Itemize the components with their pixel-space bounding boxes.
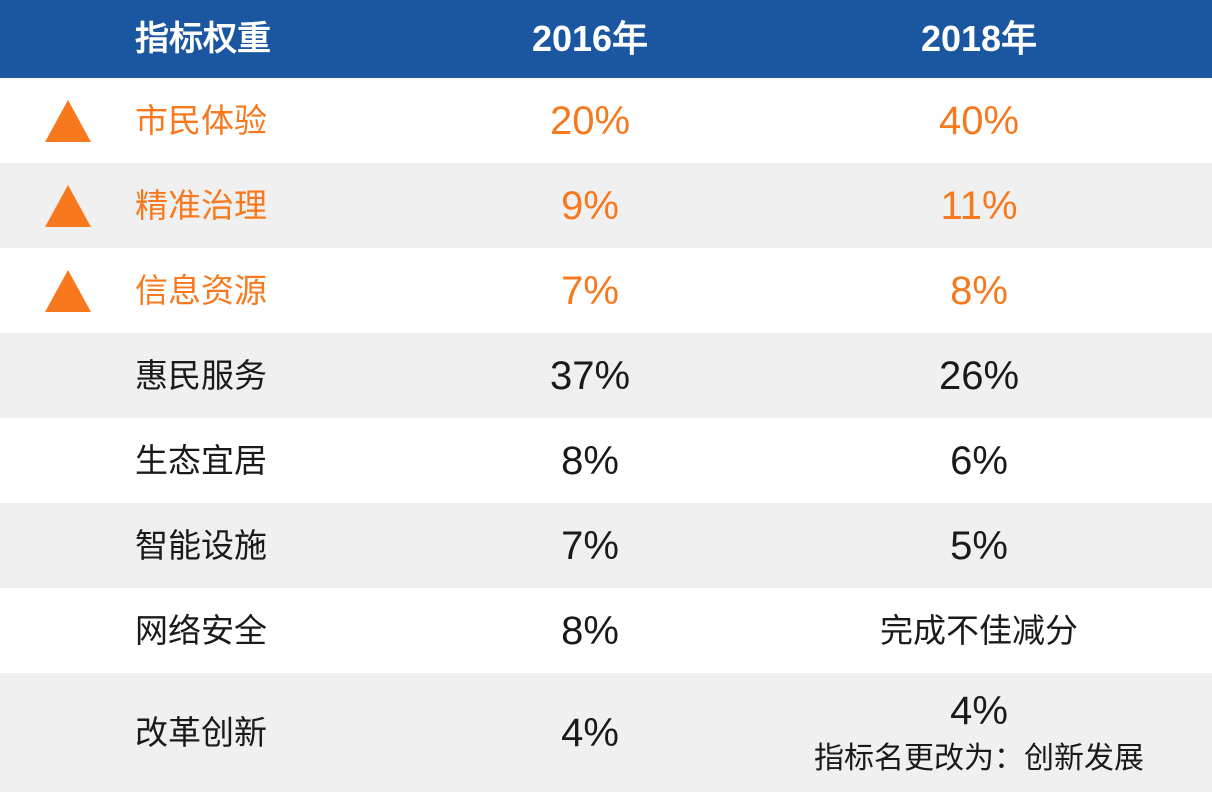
value-2018-cell: 11% <box>800 183 1158 229</box>
indicator-cell: 网络安全 <box>0 610 380 652</box>
value-2016: 8% <box>561 608 619 653</box>
triangle-gutter <box>0 355 135 397</box>
value-2018-cell: 40% <box>800 98 1158 144</box>
value-2018: 40% <box>938 98 1020 143</box>
value-2016: 4% <box>561 710 619 755</box>
indicator-label: 市民体验 <box>135 101 267 139</box>
value-2018-cell: 4% 指标名更改为：创新发展 <box>800 688 1158 777</box>
up-triangle-icon <box>44 184 91 227</box>
value-2018-cell: 6% <box>800 438 1158 484</box>
value-2018-cell: 完成不佳减分 <box>800 612 1158 650</box>
indicator-cell: 惠民服务 <box>0 355 380 397</box>
value-2018: 5% <box>950 523 1008 568</box>
value-2018: 6% <box>950 438 1008 483</box>
value-2016: 7% <box>561 268 619 313</box>
value-2018: 26% <box>938 353 1020 398</box>
table-row: 改革创新 4% 4% 指标名更改为：创新发展 <box>0 673 1212 792</box>
value-2016: 7% <box>561 523 619 568</box>
value-2018: 8% <box>950 268 1008 313</box>
table-title: 指标权重 <box>135 19 271 58</box>
up-triangle-icon <box>44 99 91 142</box>
triangle-gutter <box>0 610 135 652</box>
table-row: 惠民服务 37% 26% <box>0 333 1212 418</box>
value-2018: 4% <box>950 689 1008 734</box>
indicator-label: 惠民服务 <box>135 356 267 394</box>
indicator-label: 生态宜居 <box>135 441 267 479</box>
value-2016: 9% <box>561 183 619 228</box>
table-row: 信息资源 7% 8% <box>0 248 1212 333</box>
table-row: 智能设施 7% 5% <box>0 503 1212 588</box>
indicator-cell: 信息资源 <box>0 269 380 312</box>
table-body: 市民体验 20% 40% 精准治理 9% 11% 信息资源 7% 8 <box>0 78 1212 792</box>
value-2018-cell: 8% <box>800 268 1158 314</box>
indicator-label: 智能设施 <box>135 526 267 564</box>
indicator-cell: 市民体验 <box>0 99 380 142</box>
table-row: 市民体验 20% 40% <box>0 78 1212 163</box>
triangle-gutter <box>0 712 135 754</box>
value-2018-note: 指标名更改为：创新发展 <box>814 742 1144 776</box>
header-cell-indicator: 指标权重 <box>0 19 380 60</box>
triangle-gutter <box>0 184 135 227</box>
value-2018-cell: 5% <box>800 523 1158 569</box>
indicator-cell: 精准治理 <box>0 184 380 227</box>
triangle-gutter <box>0 269 135 312</box>
indicator-cell: 智能设施 <box>0 525 380 567</box>
table-row: 网络安全 8% 完成不佳减分 <box>0 588 1212 673</box>
value-2016: 8% <box>561 438 619 483</box>
value-2018: 完成不佳减分 <box>880 611 1078 649</box>
triangle-gutter <box>0 525 135 567</box>
value-2018-cell: 26% <box>800 353 1158 399</box>
triangle-gutter <box>0 99 135 142</box>
indicator-cell: 改革创新 <box>0 712 380 754</box>
table-header-row: 指标权重 2016年 2018年 <box>0 0 1212 78</box>
header-cell-2018: 2018年 <box>920 18 1038 60</box>
indicator-cell: 生态宜居 <box>0 440 380 482</box>
table-row: 生态宜居 8% 6% <box>0 418 1212 503</box>
indicator-label: 改革创新 <box>135 713 267 751</box>
value-2016: 20% <box>549 98 631 143</box>
table-row: 精准治理 9% 11% <box>0 163 1212 248</box>
indicator-label: 网络安全 <box>135 611 267 649</box>
header-cell-2016: 2016年 <box>531 18 649 60</box>
indicator-label: 信息资源 <box>135 271 267 309</box>
triangle-gutter <box>0 440 135 482</box>
value-2018: 11% <box>940 183 1018 228</box>
up-triangle-icon <box>44 269 91 312</box>
indicator-label: 精准治理 <box>135 186 267 224</box>
value-2016: 37% <box>549 353 631 398</box>
